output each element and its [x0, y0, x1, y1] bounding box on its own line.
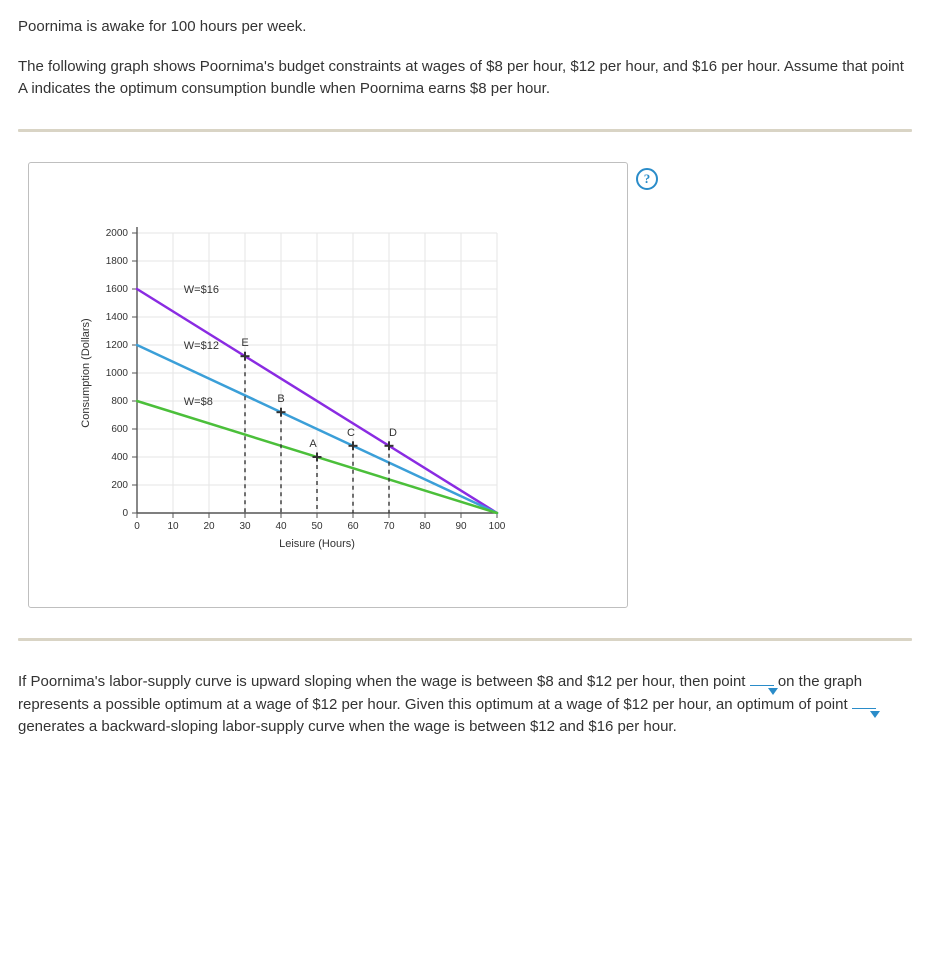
svg-text:1000: 1000: [106, 368, 129, 379]
divider-bottom: [18, 638, 912, 641]
svg-text:70: 70: [383, 521, 395, 532]
svg-text:400: 400: [111, 452, 128, 463]
help-icon[interactable]: ?: [636, 168, 658, 190]
question-text: If Poornima's labor-supply curve is upwa…: [18, 671, 912, 739]
svg-text:1200: 1200: [106, 340, 129, 351]
svg-text:90: 90: [455, 521, 467, 532]
svg-text:20: 20: [203, 521, 215, 532]
svg-text:0: 0: [134, 521, 140, 532]
svg-text:600: 600: [111, 424, 128, 435]
dropdown-point-2[interactable]: [852, 707, 876, 709]
divider-top: [18, 129, 912, 132]
svg-text:10: 10: [167, 521, 179, 532]
svg-text:200: 200: [111, 480, 128, 491]
svg-text:1600: 1600: [106, 284, 129, 295]
svg-text:40: 40: [275, 521, 287, 532]
budget-constraint-chart: 0102030405060708090100020040060080010001…: [59, 213, 559, 573]
svg-text:50: 50: [311, 521, 323, 532]
svg-text:E: E: [241, 337, 248, 349]
svg-text:W=$12: W=$12: [184, 340, 219, 352]
svg-text:1800: 1800: [106, 256, 129, 267]
question-segment-1: If Poornima's labor-supply curve is upwa…: [18, 673, 750, 690]
svg-text:W=$8: W=$8: [184, 396, 213, 408]
dropdown-point-1[interactable]: [750, 684, 774, 686]
intro-paragraph-1: Poornima is awake for 100 hours per week…: [18, 16, 912, 38]
svg-text:80: 80: [419, 521, 431, 532]
intro-paragraph-2: The following graph shows Poornima's bud…: [18, 56, 912, 100]
svg-text:0: 0: [122, 508, 128, 519]
intro-text: Poornima is awake for 100 hours per week…: [18, 16, 912, 99]
svg-text:100: 100: [489, 521, 506, 532]
question-segment-3: generates a backward-sloping labor-suppl…: [18, 718, 677, 735]
svg-text:2000: 2000: [106, 228, 129, 239]
svg-text:Leisure (Hours): Leisure (Hours): [279, 538, 355, 550]
svg-text:Consumption (Dollars): Consumption (Dollars): [80, 319, 92, 428]
svg-text:30: 30: [239, 521, 251, 532]
svg-text:D: D: [389, 427, 397, 439]
svg-text:60: 60: [347, 521, 359, 532]
svg-text:800: 800: [111, 396, 128, 407]
graph-container: ? 01020304050607080901000200400600800100…: [28, 162, 668, 608]
svg-text:B: B: [277, 393, 284, 405]
svg-text:A: A: [309, 438, 317, 450]
svg-text:1400: 1400: [106, 312, 129, 323]
svg-text:C: C: [347, 427, 355, 439]
graph-box: 0102030405060708090100020040060080010001…: [28, 162, 628, 608]
svg-text:W=$16: W=$16: [184, 284, 219, 296]
